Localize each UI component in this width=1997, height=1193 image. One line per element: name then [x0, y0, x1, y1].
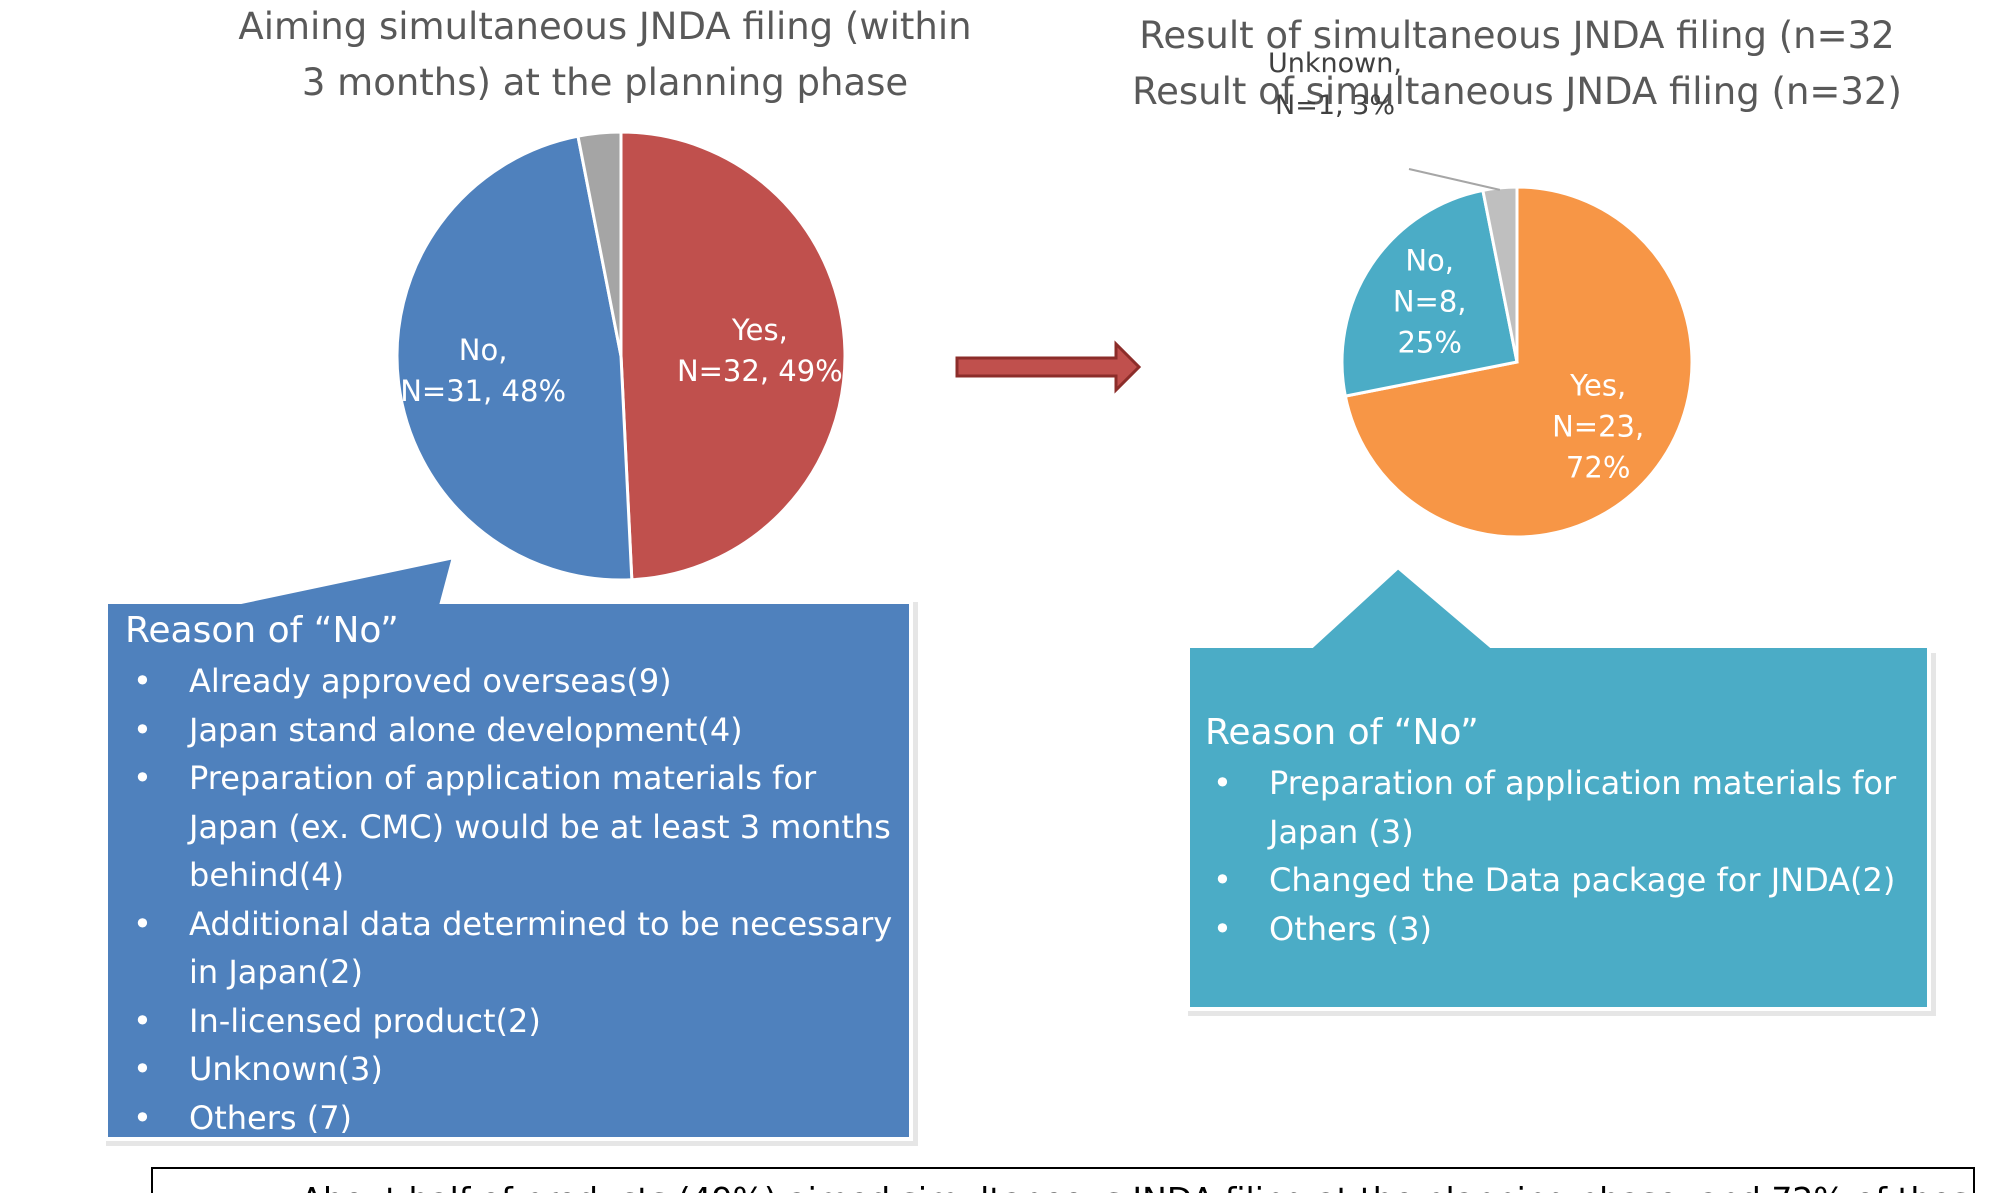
- callout: Reason of “No” Preparation of application…: [1205, 709, 1925, 953]
- arrow: [955, 340, 1142, 394]
- reason-item: Already approved overseas(9): [125, 657, 905, 706]
- reason-item: In-licensed product(2): [125, 997, 905, 1046]
- callout: Reason of “No” Already approved overseas(…: [125, 607, 905, 1142]
- data-label: No, N=31, 48%: [400, 333, 566, 408]
- reason-item: Changed the Data package for JNDA(2): [1205, 856, 1925, 905]
- leader-line: [1408, 168, 1501, 191]
- reason-item: Japan stand alone development(4): [125, 706, 905, 755]
- reason-item: Others (3): [1205, 905, 1925, 954]
- data-label: Yes, N=32, 49%: [677, 313, 843, 388]
- note-bullet: •: [239, 1180, 258, 1193]
- chart-title: Result of simultaneous JNDA filing (n=32…: [1132, 14, 1902, 113]
- chart-title: Aiming simultaneous JNDA filing (within 3…: [238, 5, 971, 104]
- reason-item: Unknown(3): [125, 1045, 905, 1094]
- reason-list: Already approved overseas(9)Japan stand …: [125, 657, 905, 1142]
- pie-slice: [1340, 188, 1519, 398]
- reason-item: Preparation of application materials for…: [125, 754, 905, 900]
- pie-slice: [1343, 185, 1694, 539]
- pie-slice: [1481, 185, 1519, 363]
- pie-slice: [619, 130, 847, 582]
- reason-list: Preparation of application materials for…: [1205, 759, 1925, 953]
- pie-slice: [576, 130, 623, 357]
- note-text: About half of products (49%) aimed simul…: [300, 1180, 1973, 1193]
- data-label: Unknown, N=1, 3%: [1268, 48, 1402, 121]
- reason-item: Preparation of application materials for…: [1205, 759, 1925, 856]
- callout-title: Reason of “No”: [125, 610, 399, 651]
- pie-slice: [395, 134, 634, 582]
- reason-item: Others (7): [125, 1094, 905, 1143]
- data-label: Yes, N=23, 72%: [1552, 369, 1644, 485]
- callout-title: Reason of “No”: [1205, 712, 1479, 753]
- reason-item: Additional data determined to be necessa…: [125, 900, 905, 997]
- note: • About half of products (49%) aimed sim…: [151, 1167, 1975, 1193]
- data-label: No, N=8, 25%: [1393, 244, 1467, 360]
